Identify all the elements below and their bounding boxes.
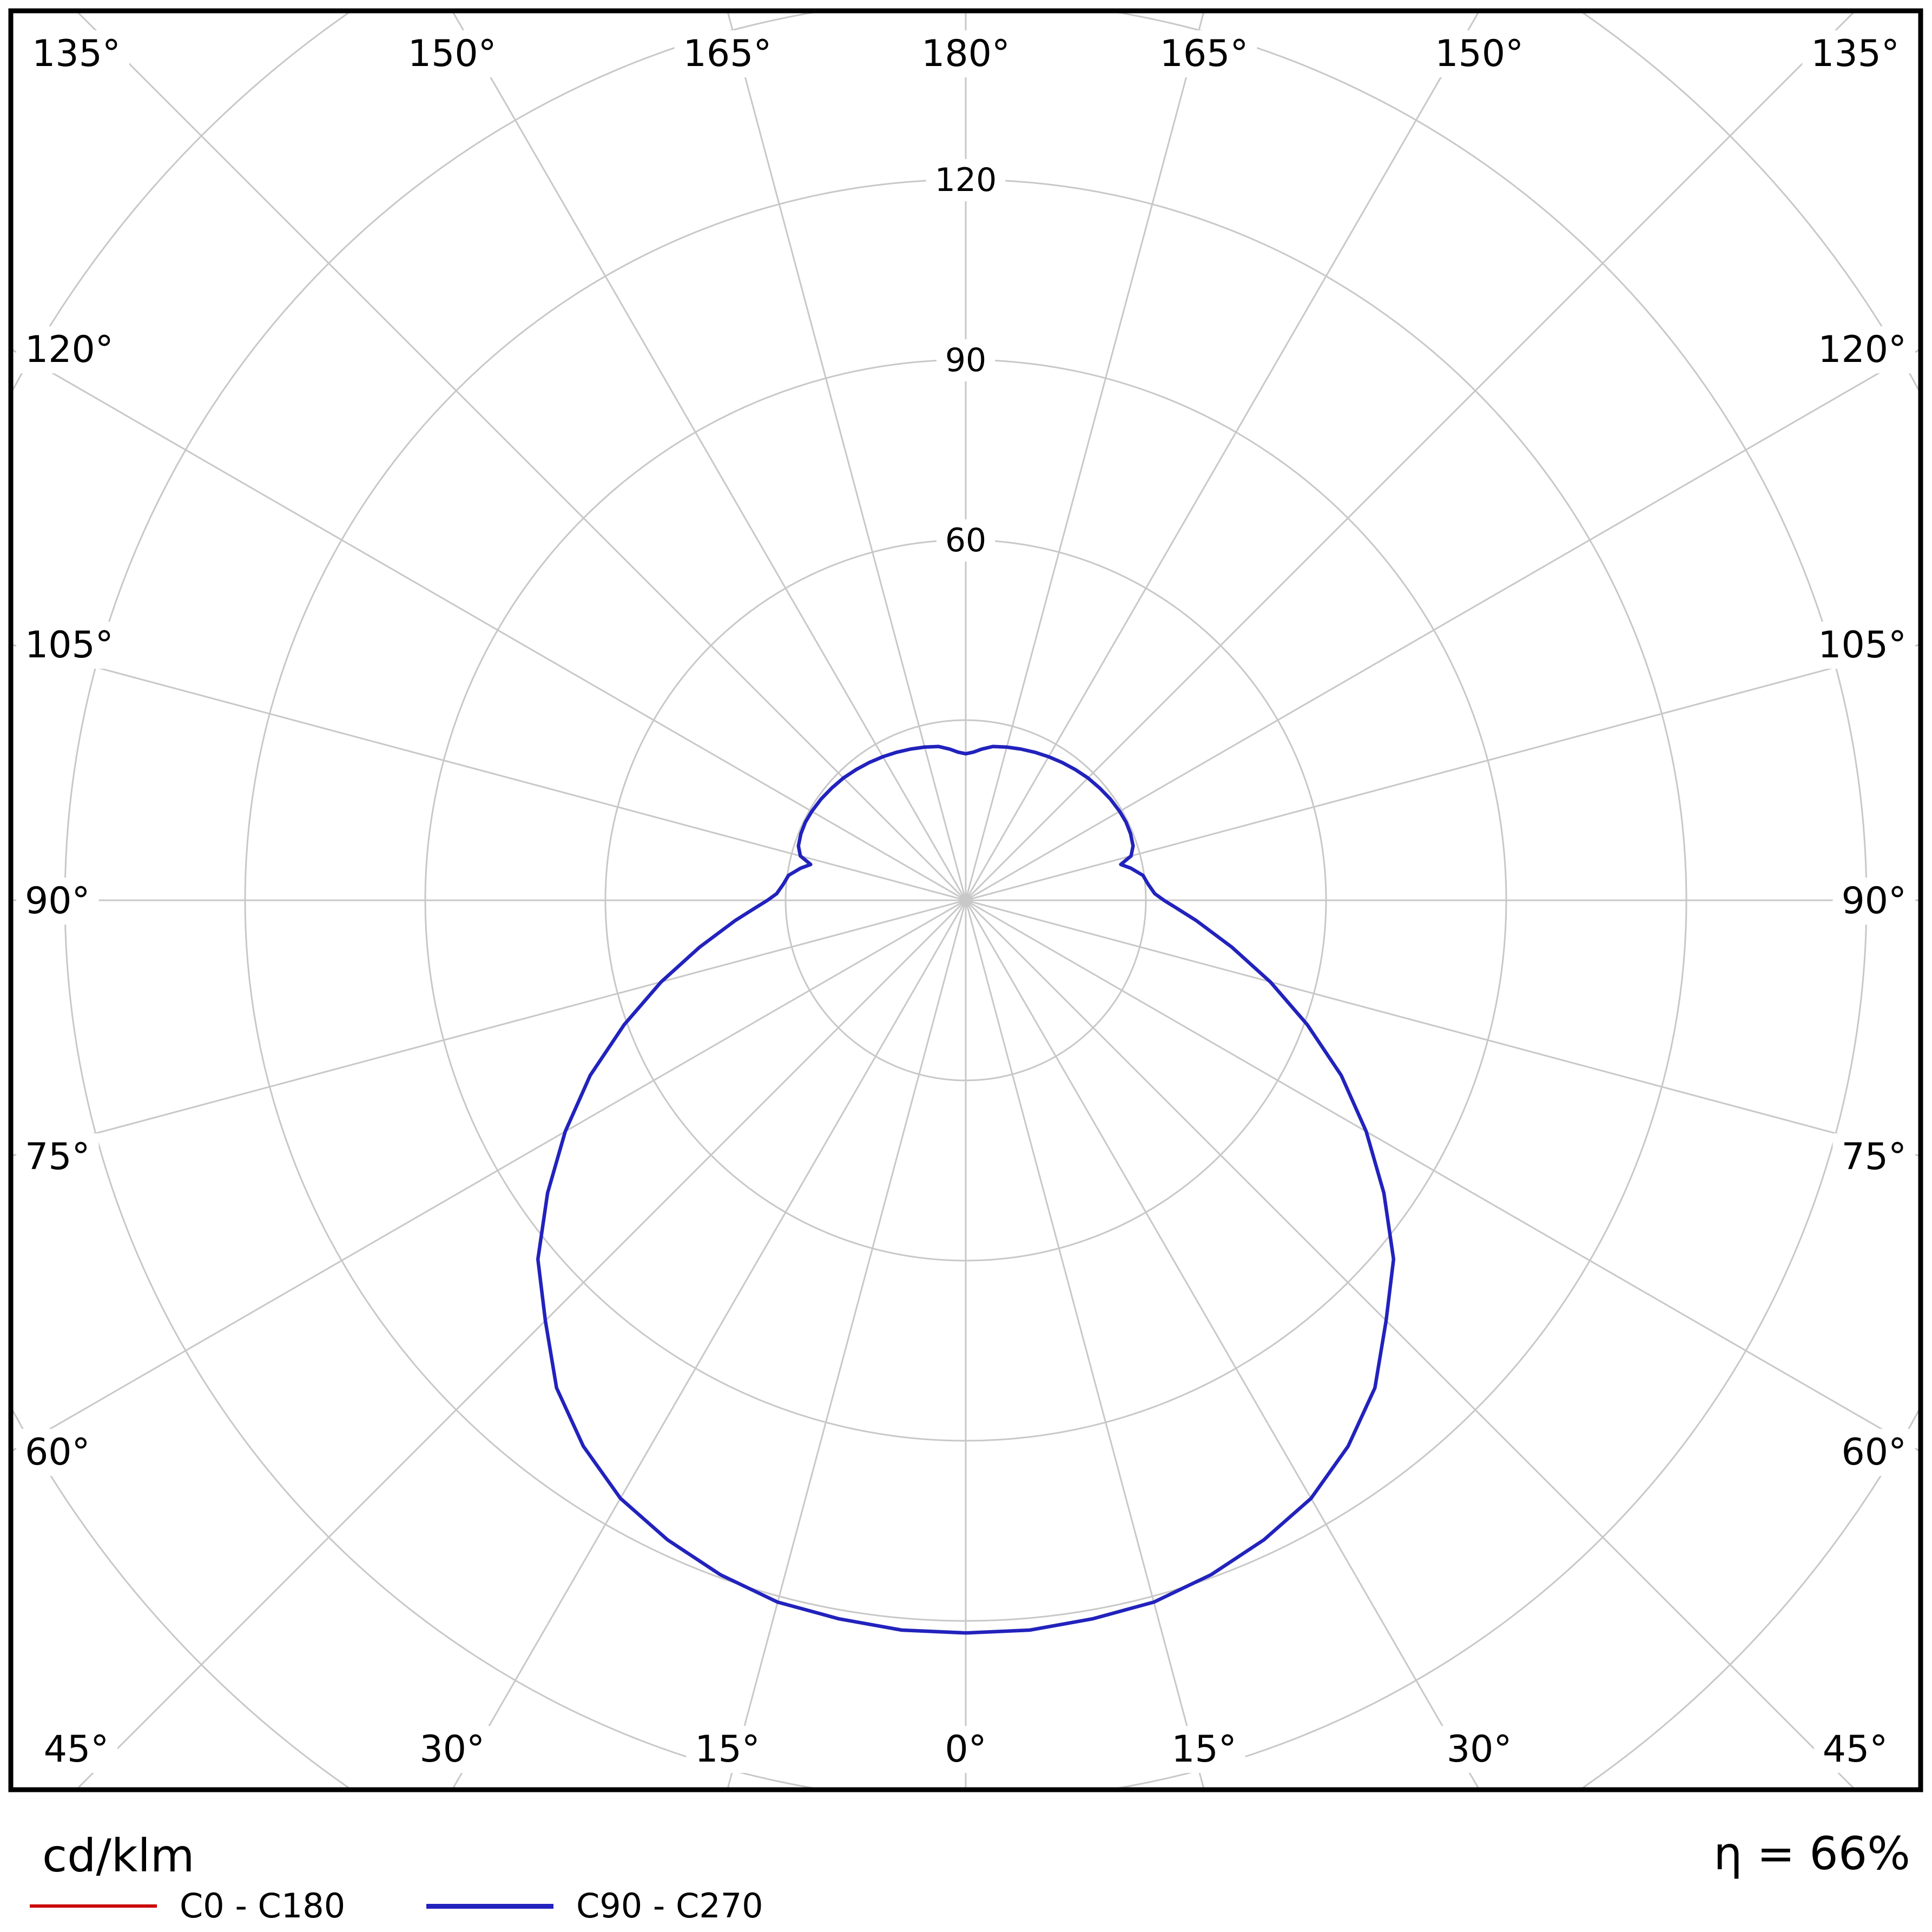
angle-label-150-right: 150° xyxy=(1435,32,1524,75)
angle-label-75-left: 75° xyxy=(25,1136,90,1178)
angle-label-90-right-chip xyxy=(1832,878,1915,925)
angle-label-15-right-chip xyxy=(1163,1726,1245,1773)
grid-spoke-150-left xyxy=(452,13,967,901)
grid-spoke-30-left xyxy=(452,900,967,1788)
angle-label-180-right: 180° xyxy=(921,32,1010,75)
angle-label-120-right-chip xyxy=(1809,326,1915,373)
angle-label-15-right: 15° xyxy=(1171,1728,1237,1771)
angle-label-60-right-chip xyxy=(1832,1429,1915,1476)
angle-label-0-right-chip xyxy=(936,1726,995,1773)
grid-spoke-105-left xyxy=(13,644,966,901)
angle-label-15-left: 15° xyxy=(695,1728,760,1771)
radial-label-60-chip xyxy=(936,519,995,562)
angle-label-165-right-chip xyxy=(1151,30,1257,77)
angle-label-150-left: 150° xyxy=(408,32,497,75)
angle-label-45-right-chip xyxy=(1814,1726,1897,1773)
grid-spoke-135-left xyxy=(77,13,967,901)
radial-label-60: 60 xyxy=(945,522,986,559)
angle-label-75-right-chip xyxy=(1832,1133,1915,1181)
angle-label-120-left-chip xyxy=(16,326,122,373)
legend-line-c90-c270-icon xyxy=(426,1903,553,1909)
angle-label-75-left-chip xyxy=(16,1133,99,1181)
angle-label-90-left-chip xyxy=(16,878,99,925)
angle-label-15-left-chip xyxy=(686,1726,769,1773)
grid-spoke-30-right xyxy=(965,900,1479,1788)
legend-item-c0-c180: C0 - C180 xyxy=(30,1889,345,1923)
angle-label-30-right-chip xyxy=(1438,1726,1521,1773)
angle-label-150-right-chip xyxy=(1426,30,1533,77)
angle-label-105-right-chip xyxy=(1809,622,1915,669)
angle-label-135-left-chip xyxy=(23,30,129,77)
grid-spoke-45-right xyxy=(965,899,1855,1788)
radial-label-90-chip xyxy=(936,339,995,381)
radial-label-120: 120 xyxy=(935,161,997,199)
legend-label-c90-c270: C90 - C270 xyxy=(576,1886,763,1926)
angle-label-135-right: 135° xyxy=(1811,32,1900,75)
unit-label: cd/klm xyxy=(42,1829,195,1882)
grid-spoke-45-left xyxy=(77,899,967,1788)
angle-label-165-left-chip xyxy=(674,30,781,77)
angle-label-0-right: 0° xyxy=(945,1728,986,1771)
grid-spoke-15-left xyxy=(727,900,967,1788)
angle-label-135-left: 135° xyxy=(32,32,121,75)
angle-label-45-left-chip xyxy=(35,1726,118,1773)
angle-label-30-right: 30° xyxy=(1447,1728,1512,1771)
angle-label-120-left: 120° xyxy=(25,328,114,371)
grid-spoke-105-right xyxy=(965,644,1918,901)
angle-label-60-right: 60° xyxy=(1841,1431,1907,1474)
angle-label-60-left-chip xyxy=(16,1429,99,1476)
angle-label-105-left-chip xyxy=(16,622,122,669)
angle-label-135-right-chip xyxy=(1802,30,1908,77)
grid-spoke-165-left xyxy=(727,13,967,901)
grid-spoke-120-left xyxy=(13,349,966,901)
angle-label-105-left: 105° xyxy=(25,624,114,667)
angle-label-75-right: 75° xyxy=(1841,1136,1907,1178)
angle-label-120-right: 120° xyxy=(1818,328,1907,371)
angle-label-45-right: 45° xyxy=(1823,1728,1888,1771)
curve-c90-c270 xyxy=(536,744,1396,1635)
angle-label-30-left: 30° xyxy=(420,1728,485,1771)
angle-label-150-left-chip xyxy=(399,30,505,77)
legend-item-c90-c270: C90 - C270 xyxy=(426,1889,763,1923)
angle-label-165-left: 165° xyxy=(683,32,772,75)
angle-label-165-right: 165° xyxy=(1160,32,1249,75)
angle-label-90-right: 90° xyxy=(1841,880,1907,922)
legend-line-c0-c180-icon xyxy=(30,1904,157,1908)
grid-spoke-75-right xyxy=(965,899,1918,1157)
grid-spoke-135-right xyxy=(965,13,1855,901)
grid-spoke-165-right xyxy=(965,13,1204,901)
efficiency-label: η = 66% xyxy=(1713,1827,1910,1880)
angle-label-90-left: 90° xyxy=(25,880,90,922)
chart-frame xyxy=(8,8,1923,1792)
radial-label-120-chip xyxy=(926,159,1006,201)
radial-label-90: 90 xyxy=(945,341,986,379)
angle-label-105-right: 105° xyxy=(1818,624,1907,667)
grid-spoke-60-right xyxy=(965,899,1918,1452)
grid-spoke-75-left xyxy=(13,899,966,1157)
grid-spoke-15-right xyxy=(965,900,1204,1788)
grid-spoke-120-right xyxy=(965,349,1918,901)
grid-spoke-150-right xyxy=(965,13,1479,901)
angle-label-30-left-chip xyxy=(411,1726,494,1773)
angle-label-45-left: 45° xyxy=(44,1728,109,1771)
angle-label-180-right-chip xyxy=(913,30,1019,77)
legend-label-c0-c180: C0 - C180 xyxy=(180,1886,346,1926)
grid-spoke-60-left xyxy=(13,899,966,1452)
angle-label-60-left: 60° xyxy=(25,1431,90,1474)
